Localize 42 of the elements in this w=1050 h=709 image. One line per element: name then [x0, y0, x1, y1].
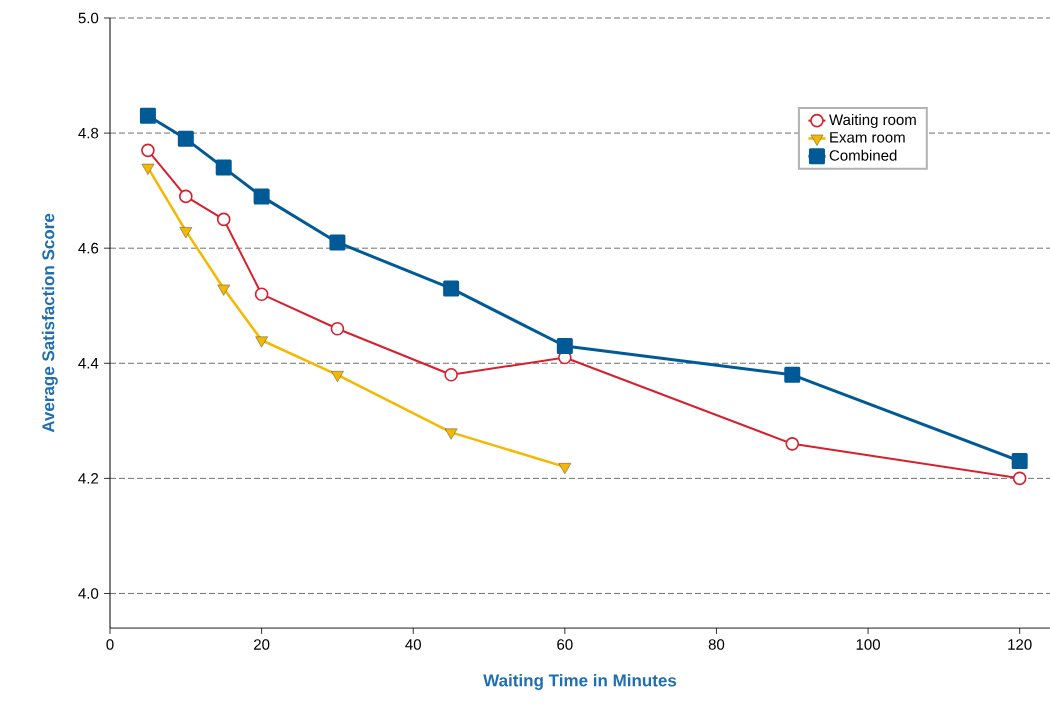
x-tick-label: 80 — [708, 639, 725, 650]
point — [1011, 453, 1028, 470]
y-tick-label: 4.2 — [78, 473, 99, 484]
point — [330, 321, 345, 336]
point — [254, 287, 269, 302]
x-tick-label: 20 — [254, 639, 270, 650]
y-tick-label: 4.8 — [78, 127, 99, 139]
point — [139, 107, 156, 124]
y-tick-label: 4.6 — [78, 242, 99, 254]
point — [443, 280, 460, 297]
point — [215, 159, 232, 176]
y-axis-title: Average Satisfaction Score — [41, 213, 58, 433]
point — [784, 366, 801, 383]
y-tick-label: 4.0 — [78, 588, 99, 599]
point — [558, 463, 572, 475]
y-tick-label: 4.4 — [78, 358, 99, 369]
point — [444, 367, 458, 382]
x-axis-title: Waiting Time in Minutes — [483, 674, 677, 690]
point — [331, 371, 344, 383]
point — [444, 428, 458, 440]
point — [141, 163, 155, 175]
point — [253, 188, 270, 205]
legend-label: Combined — [829, 149, 897, 161]
point — [179, 227, 193, 239]
point — [785, 437, 800, 451]
x-tick-label: 60 — [557, 639, 573, 650]
point — [255, 336, 268, 348]
x-tick-label: 40 — [405, 639, 421, 650]
y-tick-label: 5.0 — [78, 12, 99, 24]
x-tick-label: 120 — [1008, 639, 1032, 650]
point — [179, 189, 193, 204]
point — [177, 130, 194, 147]
legend-label: Exam room — [830, 132, 905, 143]
point — [556, 338, 573, 355]
point — [1012, 471, 1027, 486]
point — [216, 212, 231, 227]
point — [329, 234, 346, 251]
point — [217, 284, 231, 296]
x-tick-label: 100 — [856, 639, 880, 650]
legend-label: Waiting room — [829, 114, 916, 129]
point — [141, 143, 155, 158]
x-tick-label: 0 — [106, 639, 114, 650]
